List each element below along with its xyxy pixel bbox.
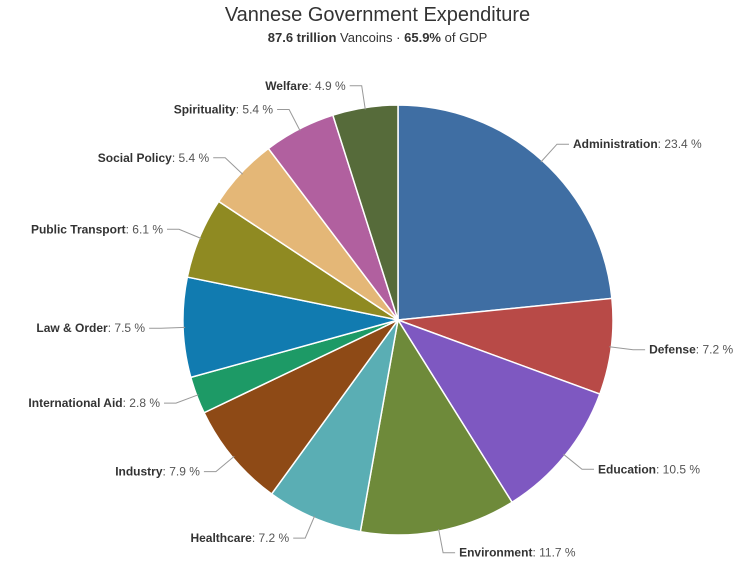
data-label-name: Welfare bbox=[265, 79, 308, 93]
data-label-name: Social Policy bbox=[98, 151, 172, 165]
data-label-education: Education: 10.5 % bbox=[598, 462, 700, 476]
connector-spirituality bbox=[277, 109, 301, 132]
data-label-healthcare: Healthcare: 7.2 % bbox=[190, 531, 289, 545]
connector-social-policy bbox=[213, 157, 244, 175]
connector-law-and-order bbox=[149, 326, 186, 329]
data-label-value: : 7.2 % bbox=[696, 343, 734, 357]
data-label-name: International Aid bbox=[28, 396, 122, 410]
pie-slices bbox=[182, 104, 614, 536]
data-label-value: : 23.4 % bbox=[658, 137, 702, 151]
data-label-name: Defense bbox=[649, 343, 696, 357]
data-label-law-and-order: Law & Order: 7.5 % bbox=[36, 321, 145, 335]
connector-defense bbox=[609, 346, 646, 351]
subtitle-gdp-pct: 65.9% bbox=[404, 30, 441, 45]
connector-international-aid bbox=[164, 394, 199, 404]
connector-public-transport bbox=[167, 228, 202, 239]
data-label-name: Spirituality bbox=[174, 103, 236, 117]
data-label-international-aid: International Aid: 2.8 % bbox=[28, 396, 160, 410]
data-label-welfare: Welfare: 4.9 % bbox=[265, 79, 346, 93]
connector-environment bbox=[438, 529, 456, 554]
data-label-value: : 6.1 % bbox=[126, 222, 164, 236]
connector-administration bbox=[540, 143, 569, 163]
subtitle-unit: Vancoins bbox=[340, 30, 393, 45]
data-label-value: : 7.9 % bbox=[163, 465, 201, 479]
data-label-environment: Environment: 11.7 % bbox=[459, 546, 576, 560]
connector-welfare bbox=[349, 85, 366, 110]
data-label-public-transport: Public Transport: 6.1 % bbox=[31, 222, 163, 236]
data-label-value: : 11.7 % bbox=[532, 546, 575, 560]
pie-labels: Administration: 23.4 %Defense: 7.2 %Educ… bbox=[28, 79, 733, 560]
data-label-name: Administration bbox=[573, 137, 658, 151]
data-label-value: : 7.2 % bbox=[252, 531, 290, 545]
subtitle-separator: · bbox=[396, 30, 401, 45]
data-label-name: Public Transport bbox=[31, 222, 126, 236]
chart-title: Vannese Government Expenditure bbox=[224, 4, 531, 26]
data-label-spirituality: Spirituality: 5.4 % bbox=[174, 103, 274, 117]
data-label-social-policy: Social Policy: 5.4 % bbox=[98, 151, 210, 165]
data-label-value: : 7.5 % bbox=[108, 321, 146, 335]
data-label-value: : 10.5 % bbox=[656, 462, 700, 476]
data-label-name: Education bbox=[598, 462, 656, 476]
data-label-value: : 5.4 % bbox=[172, 151, 210, 165]
connector-healthcare bbox=[293, 515, 316, 539]
chart-subtitle: 87.6 trillion Vancoins · 65.9% of GDP bbox=[0, 30, 755, 45]
connector-industry bbox=[203, 455, 235, 473]
data-label-administration: Administration: 23.4 % bbox=[573, 137, 702, 151]
data-label-name: Industry bbox=[115, 465, 163, 479]
data-label-industry: Industry: 7.9 % bbox=[115, 465, 200, 479]
data-label-defense: Defense: 7.2 % bbox=[649, 343, 733, 357]
connector-education bbox=[563, 453, 594, 470]
subtitle-suffix: of GDP bbox=[444, 30, 488, 45]
data-label-name: Environment bbox=[459, 546, 532, 560]
data-label-name: Healthcare bbox=[190, 531, 252, 545]
data-label-value: : 5.4 % bbox=[236, 103, 274, 117]
data-label-value: : 2.8 % bbox=[123, 396, 161, 410]
data-label-name: Law & Order bbox=[36, 321, 108, 335]
data-label-value: : 4.9 % bbox=[308, 79, 346, 93]
subtitle-amount: 87.6 trillion bbox=[267, 30, 337, 45]
